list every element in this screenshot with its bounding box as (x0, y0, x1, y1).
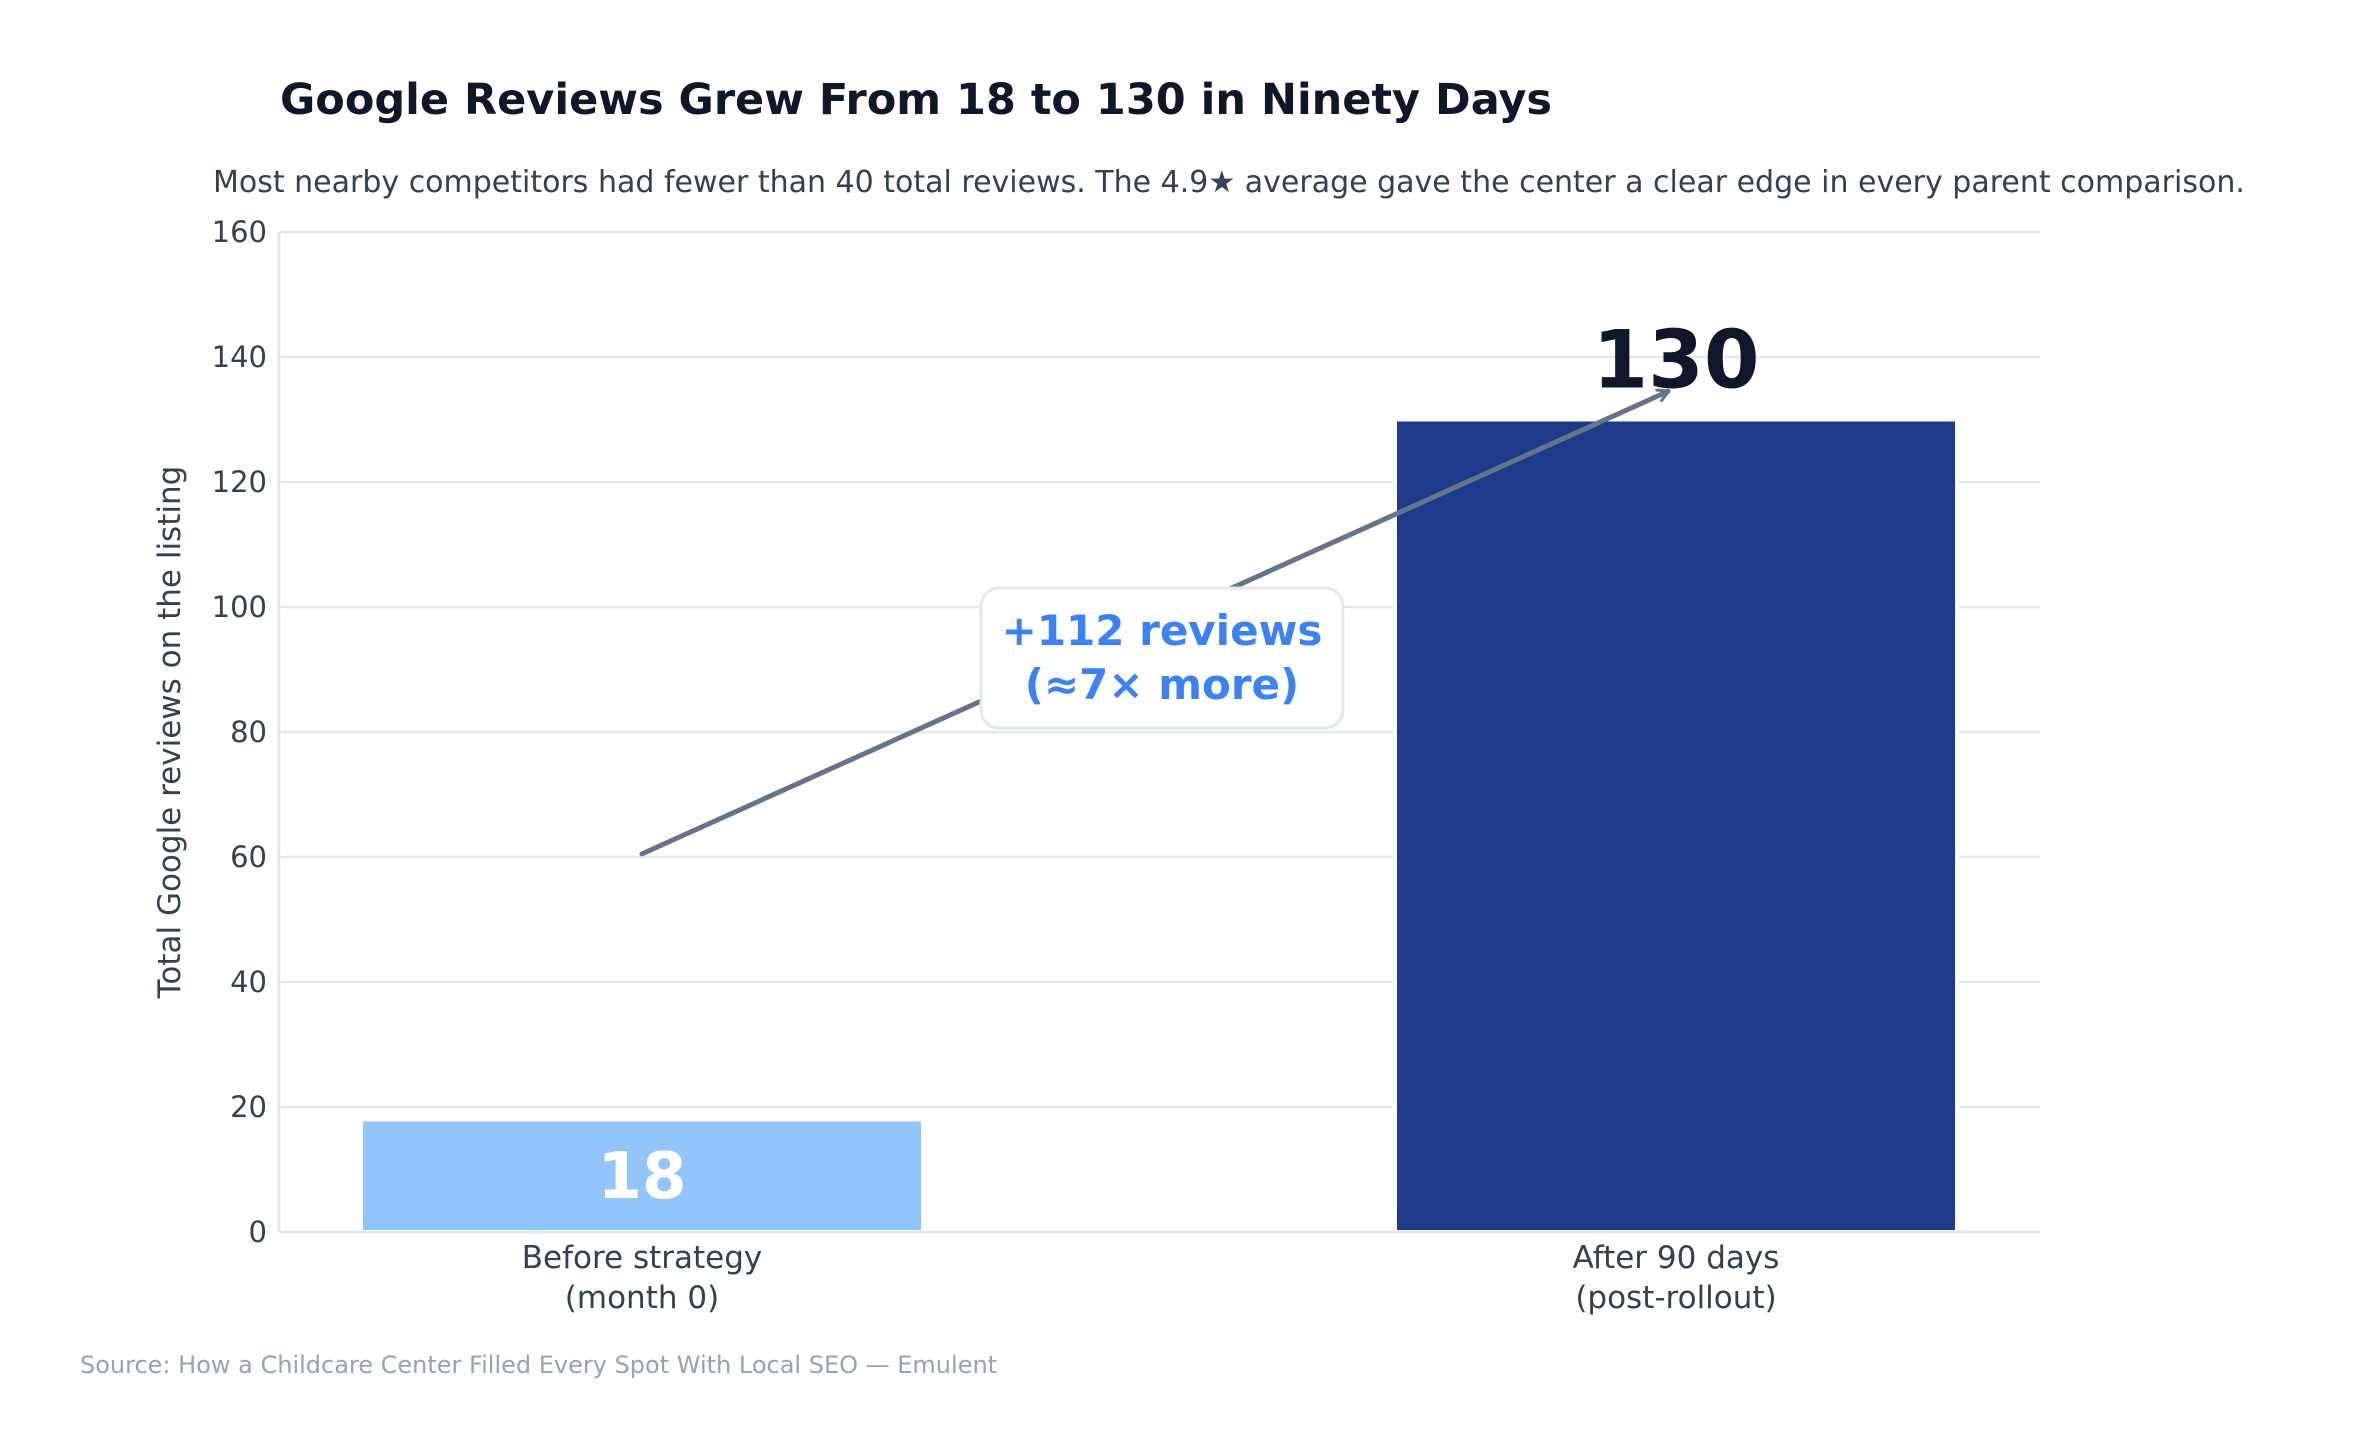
data-label: 130 (1593, 314, 1760, 407)
y-tick-label: 120 (212, 465, 267, 499)
x-axis-ticks: Before strategy (month 0) After 90 days (po… (522, 1240, 1780, 1316)
bar (359, 1117, 925, 1234)
source-note: Source: How a Childcare Center Filled Ev… (80, 1351, 997, 1379)
x-tick-label: (post-rollout) (1575, 1280, 1776, 1316)
y-tick-label: 40 (230, 965, 267, 999)
annotation-box (979, 586, 1345, 730)
chart-subtitle: Most nearby competitors had fewer than 4… (213, 165, 2245, 200)
y-tick-label: 20 (230, 1090, 267, 1124)
bars (359, 417, 1959, 1234)
annotation-text-line-2: (≈7× more) (1025, 660, 1299, 709)
x-tick-label: After 90 days (1573, 1240, 1780, 1276)
y-tick-label: 60 (230, 840, 267, 874)
bar (1393, 417, 1959, 1234)
x-tick-label: (month 0) (565, 1280, 719, 1316)
y-axis-ticks: 0 20 40 60 80 100 120 140 160 (212, 215, 267, 1249)
y-tick-label: 100 (212, 590, 267, 624)
x-tick-label: Before strategy (522, 1240, 763, 1276)
data-labels: 18 130 (597, 314, 1759, 1214)
annotation-text-line-1: +112 reviews (1002, 606, 1323, 655)
y-tick-label: 140 (212, 340, 267, 374)
y-tick-label: 80 (230, 715, 267, 749)
annotation-callout: +112 reviews (≈7× more) (979, 586, 1345, 730)
chart-title: Google Reviews Grew From 18 to 130 in Ni… (280, 75, 1552, 125)
y-tick-label: 0 (249, 1215, 267, 1249)
data-label: 18 (597, 1140, 686, 1214)
y-tick-label: 160 (212, 215, 267, 249)
y-axis-label: Total Google reviews on the listing (152, 466, 188, 1000)
